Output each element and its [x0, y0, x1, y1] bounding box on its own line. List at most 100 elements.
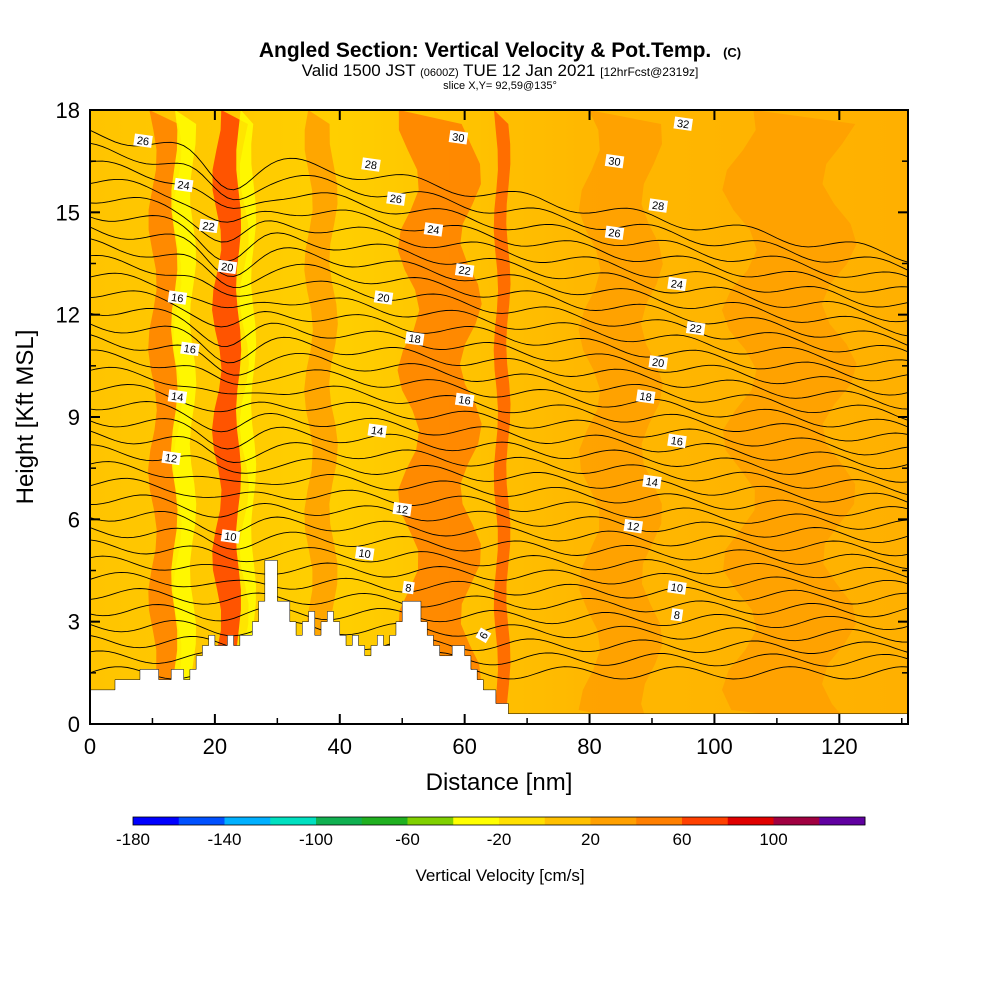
isentrope-label-bg	[373, 290, 394, 305]
velocity-band	[493, 110, 511, 724]
isentrope-label-bg	[402, 580, 415, 595]
isentrope-label-bg	[167, 389, 188, 404]
isentrope-label-text: 8	[673, 609, 681, 622]
isentrope-label: 24	[423, 222, 444, 237]
isentrope-line	[90, 604, 908, 631]
axis-ticks: 0 20 40 60 80 100 120 0 3 6 9 12 15 18	[56, 98, 908, 759]
isentrope-label-text: 22	[458, 265, 472, 279]
isentrope-label: 30	[604, 153, 625, 169]
isentrope-label: 18	[404, 331, 425, 347]
isentrope-label: 24	[173, 177, 194, 193]
isentrope-line	[90, 254, 908, 353]
colorbar-tick-label: -180	[116, 830, 150, 849]
x-tick-label: 100	[696, 734, 733, 759]
isentrope-label-text: 16	[170, 292, 184, 306]
isentrope-label-text: 10	[670, 582, 684, 596]
isentrope-label: 22	[198, 218, 219, 234]
isentrope-label-bg	[361, 157, 381, 172]
colorbar-swatch	[499, 817, 546, 825]
isentrope-label-text: 28	[651, 200, 665, 214]
colorbar-swatch	[590, 817, 637, 825]
isentrope-line	[90, 197, 908, 308]
isentrope-line	[90, 142, 908, 271]
isentrope-label-bg	[133, 133, 153, 148]
colorbar-label: Vertical Velocity [cm/s]	[415, 866, 584, 885]
isentrope-line	[90, 444, 908, 503]
isentrope-label-text: 20	[651, 357, 665, 371]
isentrope-label-text: 6	[478, 630, 491, 641]
isentrope-label-bg	[475, 627, 492, 644]
isentrope-label-bg	[173, 177, 194, 193]
isentrope-label-text: 12	[164, 452, 178, 466]
isentrope-label: 26	[386, 191, 406, 206]
isentrope-line	[90, 290, 908, 382]
isentrope-label-bg	[404, 331, 425, 346]
isentrope-label-bg	[604, 225, 625, 240]
isentrope-line	[90, 178, 908, 293]
isentrope-label-text: 30	[451, 131, 465, 145]
isentrope-line	[90, 272, 908, 367]
isentrope-label: 28	[648, 198, 668, 213]
isentrope-label: 28	[361, 157, 381, 172]
isentrope-label-text: 18	[408, 333, 422, 347]
colorbar-tick-label: -60	[395, 830, 420, 849]
isentrope-label-text: 12	[395, 503, 409, 517]
isentrope-labels: 6 8 8 10 10 10 12 12 12 14 14 14 16 16 16 16 18 18 20 20 20 2…	[133, 116, 706, 644]
isentrope-line	[90, 129, 908, 263]
chart-title-main: Angled Section: Vertical Velocity & Pot.…	[259, 39, 711, 62]
isentrope-label-text: 26	[389, 193, 403, 207]
isentrope-label-text: 10	[223, 531, 237, 545]
colorbar-tick-label: -20	[487, 830, 512, 849]
isentrope-label-bg	[198, 218, 219, 234]
isentrope-label-text: 24	[670, 278, 684, 292]
y-tick-label: 3	[68, 610, 80, 635]
chart-title-suffix: (C)	[723, 45, 741, 60]
isentrope-line	[90, 588, 908, 618]
isentrope-label: 20	[648, 355, 668, 370]
y-axis-label: Height [Kft MSL]	[12, 330, 39, 505]
isentrope-label-text: 20	[220, 261, 234, 275]
colorbar-tick-label: 20	[581, 830, 600, 849]
colorbar-swatch	[636, 817, 683, 825]
isentrope-label-bg	[386, 191, 406, 206]
isentrope-label: 24	[667, 276, 687, 292]
isentrope-line	[90, 571, 908, 605]
isentrope-line	[90, 334, 908, 421]
x-tick-label: 80	[577, 734, 601, 759]
isentrope-label-bg	[423, 222, 444, 237]
isentrope-label-bg	[217, 259, 238, 275]
isentrope-label: 8	[402, 580, 415, 595]
isentrope-label: 32	[673, 116, 693, 131]
isentrope-label-bg	[161, 450, 181, 466]
colorbar-swatch	[819, 817, 866, 825]
isentrope-line	[90, 307, 908, 396]
isentrope-label-text: 14	[370, 425, 384, 439]
isentrope-label-text: 26	[607, 227, 621, 241]
colorbar-swatch	[178, 817, 225, 825]
isentrope-label-bg	[180, 341, 200, 356]
isentrope-label-text: 14	[170, 391, 184, 405]
isentrope-label-text: 20	[376, 292, 390, 306]
isentrope-label-bg	[667, 580, 687, 595]
isentrope-label-bg	[670, 608, 684, 622]
isentrope-label: 22	[454, 263, 475, 279]
isentrope-line	[90, 430, 908, 496]
isentrope-label: 18	[635, 389, 656, 404]
x-tick-label: 120	[821, 734, 858, 759]
colorbar-swatch	[224, 817, 271, 825]
velocity-band	[721, 110, 857, 724]
colorbar-swatch	[133, 817, 180, 825]
isentrope-label: 16	[667, 433, 687, 449]
isentrope-label-text: 28	[364, 159, 378, 173]
isentrope-label-text: 16	[183, 343, 197, 357]
velocity-band	[304, 110, 338, 724]
isentrope-label-text: 22	[689, 323, 703, 337]
isentrope-line	[90, 401, 908, 470]
y-tick-label: 9	[68, 405, 80, 430]
colorbar-tick-label: 100	[759, 830, 787, 849]
isentrope-label: 10	[667, 580, 687, 595]
isentrope-label-bg	[167, 290, 188, 305]
isentrope-line	[90, 160, 908, 278]
velocity-band	[578, 110, 663, 724]
